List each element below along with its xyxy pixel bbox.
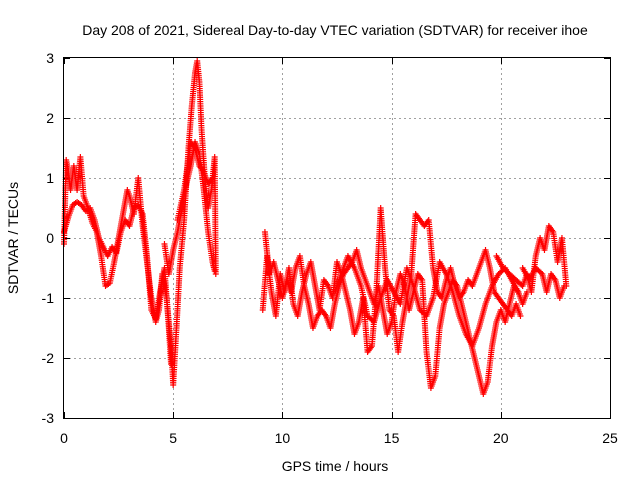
y-tick-label: 3 — [46, 50, 54, 66]
y-tick-label: -1 — [42, 290, 55, 306]
data-point — [211, 268, 218, 274]
x-tick-label: 0 — [60, 430, 68, 446]
data-points — [61, 58, 570, 397]
y-tick-label: 1 — [46, 170, 54, 186]
y-tick-label: 2 — [46, 110, 54, 126]
x-tick-label: 15 — [384, 430, 400, 446]
x-tick-labels: 0 5 10 15 20 25 — [60, 430, 618, 446]
data-point — [537, 269, 544, 276]
y-tick-label: -3 — [42, 410, 55, 426]
x-tick-label: 25 — [602, 430, 618, 446]
data-point — [517, 313, 524, 319]
y-axis-label: SDTVAR / TECUs — [5, 182, 21, 294]
data-point — [515, 289, 522, 295]
x-axis-label: GPS time / hours — [282, 458, 389, 474]
chart-title: Day 208 of 2021, Sidereal Day-to-day VTE… — [82, 22, 588, 38]
data-point — [209, 175, 216, 181]
x-tick-label: 10 — [275, 430, 291, 446]
data-point — [212, 271, 219, 277]
y-tick-label: 0 — [46, 230, 54, 246]
y-tick-label: -2 — [42, 350, 55, 366]
x-tick-label: 20 — [493, 430, 509, 446]
plot-frame — [63, 57, 611, 419]
data-point — [561, 283, 568, 289]
data-point — [168, 361, 175, 367]
x-tick-label: 5 — [169, 430, 177, 446]
grid — [64, 58, 610, 418]
y-tick-labels: -3 -2 -1 0 1 2 3 — [42, 50, 55, 426]
